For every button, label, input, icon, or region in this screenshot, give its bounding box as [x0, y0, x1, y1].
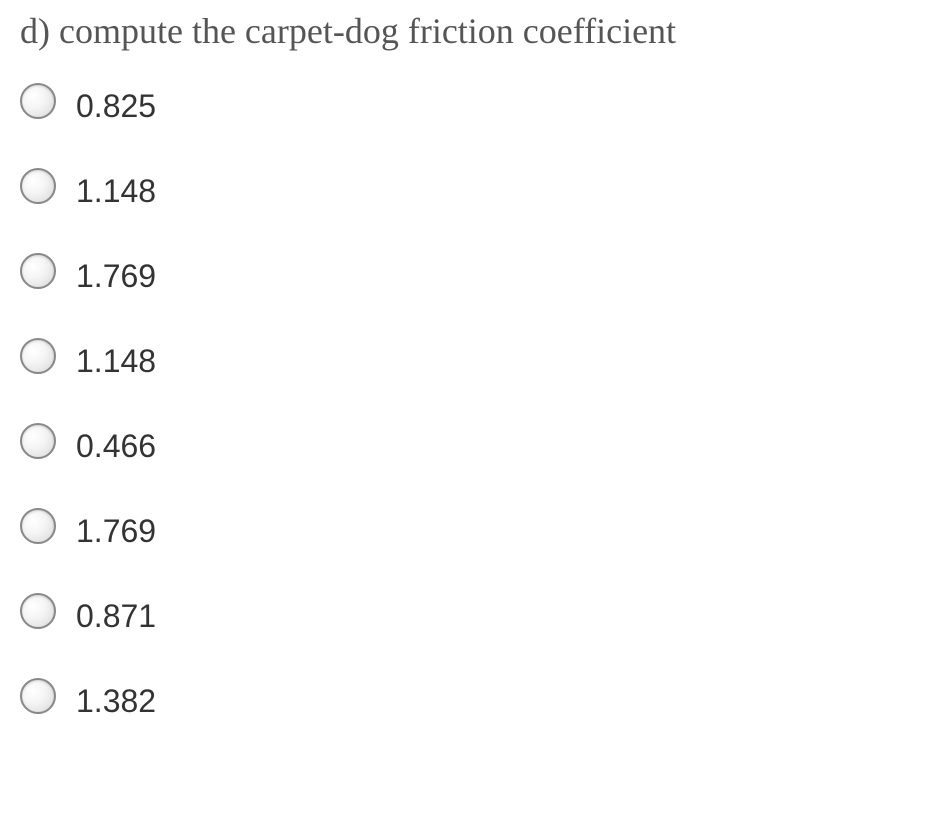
radio-button[interactable]	[20, 168, 56, 204]
option-row[interactable]: 1.382	[20, 677, 913, 714]
option-row[interactable]: 0.825	[20, 82, 913, 119]
option-label: 1.769	[76, 513, 156, 550]
radio-button[interactable]	[20, 253, 56, 289]
option-row[interactable]: 1.148	[20, 167, 913, 204]
option-label: 0.871	[76, 598, 156, 635]
option-row[interactable]: 0.871	[20, 592, 913, 629]
option-label: 1.769	[76, 258, 156, 295]
radio-button[interactable]	[20, 508, 56, 544]
option-label: 1.148	[76, 173, 156, 210]
radio-button[interactable]	[20, 593, 56, 629]
radio-button[interactable]	[20, 678, 56, 714]
option-row[interactable]: 1.148	[20, 337, 913, 374]
option-label: 0.466	[76, 428, 156, 465]
radio-button[interactable]	[20, 423, 56, 459]
option-row[interactable]: 1.769	[20, 252, 913, 289]
option-label: 0.825	[76, 88, 156, 125]
radio-button[interactable]	[20, 83, 56, 119]
radio-button[interactable]	[20, 338, 56, 374]
option-label: 1.382	[76, 683, 156, 720]
option-row[interactable]: 0.466	[20, 422, 913, 459]
option-label: 1.148	[76, 343, 156, 380]
option-row[interactable]: 1.769	[20, 507, 913, 544]
question-text: d) compute the carpet-dog friction coeff…	[20, 10, 913, 52]
